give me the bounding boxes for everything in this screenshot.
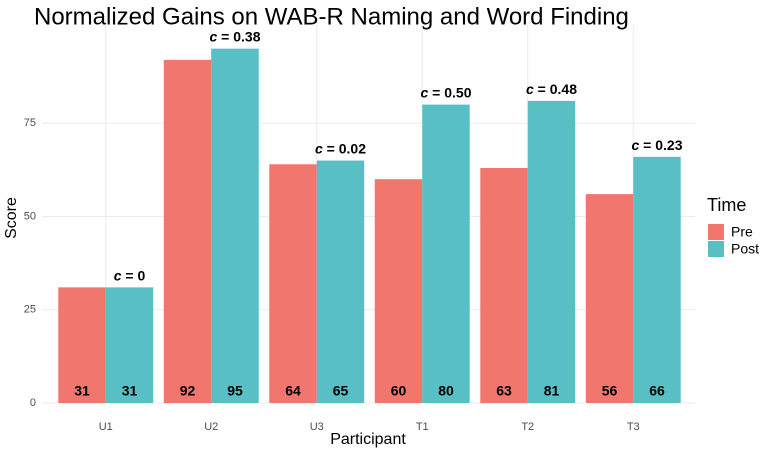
bar [633,156,681,403]
value-label: 64 [285,383,301,399]
bar [269,164,317,403]
x-tick-label: T2 [521,421,534,433]
bar [422,104,470,403]
x-tick-label: U1 [99,421,113,433]
legend-title: Time [707,195,746,215]
bar [480,168,528,403]
annotation: c = 0.38 [209,28,260,44]
value-label: 56 [602,383,618,399]
y-tick-label: 25 [24,304,36,316]
legend-swatch [708,241,724,257]
y-tick-label: 50 [24,210,36,222]
bar [105,287,154,403]
value-label: 92 [180,383,196,399]
annotation: c = 0.48 [526,81,577,97]
value-label: 31 [74,383,90,399]
value-label: 80 [438,383,454,399]
annotation: c = 0.50 [420,84,471,100]
legend-label: Post [731,241,759,257]
value-label: 66 [649,383,665,399]
bar [585,194,634,403]
legend-swatch [708,224,724,240]
legend-label: Pre [731,224,753,240]
annotation: c = 0 [114,267,146,283]
y-axis-label: Score [3,197,20,239]
value-label: 95 [227,383,243,399]
x-tick-label: U3 [310,421,324,433]
x-axis-label: Participant [330,431,406,448]
bar [374,179,423,403]
bar [527,100,576,404]
value-label: 63 [496,383,512,399]
annotation: c = 0.23 [631,137,682,153]
annotation: c = 0.02 [315,140,366,156]
bar [58,287,106,403]
y-tick-label: 75 [24,117,36,129]
x-tick-label: T1 [416,421,429,433]
bar [211,48,259,404]
value-label: 60 [391,383,407,399]
value-label: 81 [544,383,560,399]
x-tick-label: T3 [627,421,640,433]
bar [316,160,365,403]
value-label: 65 [333,383,349,399]
bar [163,59,212,404]
x-tick-label: U2 [204,421,218,433]
chart-title: Normalized Gains on WAB-R Naming and Wor… [34,3,629,30]
y-tick-label: 0 [30,397,36,409]
value-label: 31 [122,383,138,399]
